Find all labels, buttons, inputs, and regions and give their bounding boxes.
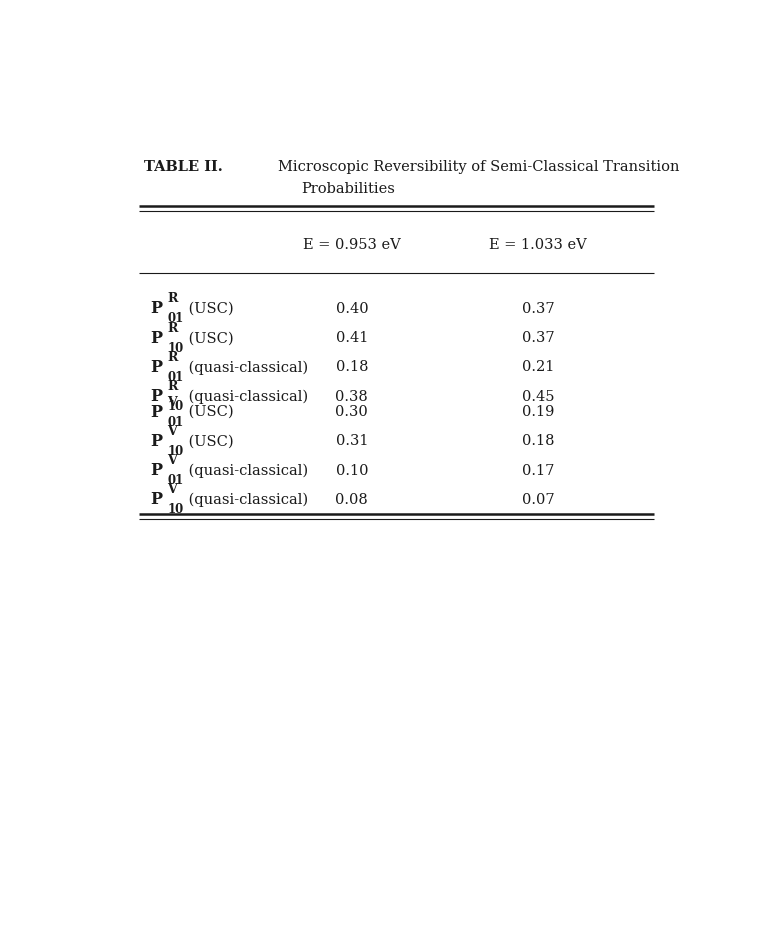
Text: P: P	[151, 492, 162, 508]
Text: P: P	[151, 388, 162, 405]
Text: (USC): (USC)	[185, 331, 234, 345]
Text: P: P	[151, 462, 162, 479]
Text: P: P	[151, 329, 162, 347]
Text: (quasi-classical): (quasi-classical)	[185, 463, 308, 477]
Text: 0.37: 0.37	[521, 331, 554, 345]
Text: V: V	[168, 396, 177, 409]
Text: 10: 10	[168, 401, 184, 414]
Text: V: V	[168, 425, 177, 438]
Text: (quasi-classical): (quasi-classical)	[185, 492, 308, 507]
Text: 0.08: 0.08	[335, 492, 368, 507]
Text: 01: 01	[168, 474, 184, 487]
Text: R: R	[168, 380, 178, 393]
Text: R: R	[168, 322, 178, 335]
Text: E = 1.033 eV: E = 1.033 eV	[489, 238, 587, 252]
Text: 0.38: 0.38	[335, 389, 368, 403]
Text: 0.19: 0.19	[521, 405, 554, 419]
Text: V: V	[168, 483, 177, 496]
Text: R: R	[168, 351, 178, 364]
Text: 0.18: 0.18	[335, 360, 368, 374]
Text: 10: 10	[168, 341, 184, 355]
Text: P: P	[151, 300, 162, 317]
Text: 0.10: 0.10	[335, 463, 368, 477]
Text: 0.31: 0.31	[335, 434, 368, 448]
Text: (USC): (USC)	[185, 405, 234, 419]
Text: 0.17: 0.17	[521, 463, 554, 477]
Text: P: P	[151, 403, 162, 420]
Text: P: P	[151, 359, 162, 376]
Text: R: R	[168, 293, 178, 306]
Text: 10: 10	[168, 445, 184, 458]
Text: 10: 10	[168, 504, 184, 517]
Text: TABLE II.: TABLE II.	[144, 160, 223, 174]
Text: (USC): (USC)	[185, 302, 234, 316]
Text: 01: 01	[168, 416, 184, 429]
Text: (quasi-classical): (quasi-classical)	[185, 389, 308, 404]
Text: 0.41: 0.41	[336, 331, 368, 345]
Text: 0.30: 0.30	[335, 405, 368, 419]
Text: E = 0.953 eV: E = 0.953 eV	[303, 238, 401, 252]
Text: Microscopic Reversibility of Semi-Classical Transition: Microscopic Reversibility of Semi-Classi…	[278, 160, 680, 174]
Text: (quasi-classical): (quasi-classical)	[185, 360, 308, 374]
Text: 0.07: 0.07	[521, 492, 554, 507]
Text: V: V	[168, 454, 177, 467]
Text: 0.18: 0.18	[521, 434, 554, 448]
Text: 01: 01	[168, 371, 184, 384]
Text: 0.21: 0.21	[521, 360, 554, 374]
Text: 0.37: 0.37	[521, 302, 554, 316]
Text: 01: 01	[168, 312, 184, 325]
Text: Probabilities: Probabilities	[301, 182, 395, 196]
Text: 0.45: 0.45	[521, 389, 554, 403]
Text: 0.40: 0.40	[335, 302, 368, 316]
Text: P: P	[151, 432, 162, 450]
Text: (USC): (USC)	[185, 434, 234, 448]
